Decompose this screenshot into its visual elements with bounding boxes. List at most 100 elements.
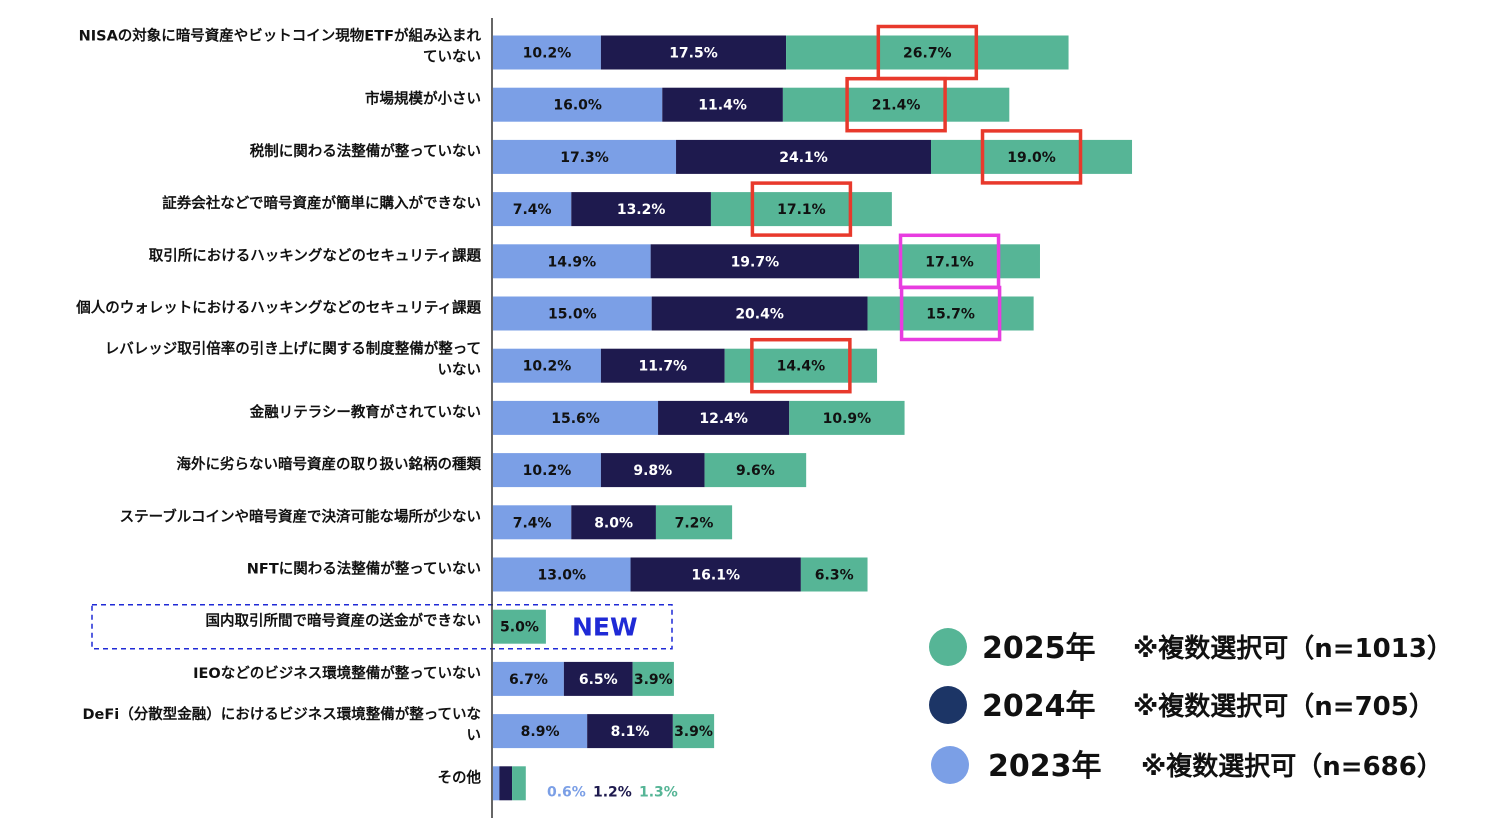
- highlight-box: [750, 337, 852, 394]
- bar-value-label: 9.8%: [633, 463, 672, 479]
- bar-value-label: 10.9%: [823, 411, 872, 427]
- bar-value-label: 16.0%: [553, 98, 602, 114]
- bar-segment: [493, 453, 601, 488]
- bar-segment: [571, 505, 656, 540]
- bar-segment: [493, 35, 601, 70]
- bar-value-label: 3.9%: [674, 724, 713, 740]
- category-label: 税制に関わる法整備が整っていない: [250, 142, 481, 160]
- legend-note-label: ※複数選択可（n=705）: [1133, 691, 1435, 722]
- bar-value-label: 24.1%: [779, 150, 828, 166]
- highlight-box: [750, 181, 853, 237]
- category-label-line: ていない: [423, 49, 481, 66]
- bar-segment: [931, 139, 1133, 174]
- category-label-line: DeFi（分散型金融）におけるビジネス環境整備が整っていな: [82, 705, 481, 723]
- bar-segment: [493, 139, 677, 174]
- bar-segment: [650, 244, 860, 279]
- bar-value-label: 20.4%: [735, 307, 784, 323]
- bar-value-label: 17.1%: [777, 202, 826, 218]
- legend-marker: [929, 686, 967, 724]
- bar-segment: [655, 505, 733, 540]
- highlight-box: [980, 129, 1083, 185]
- bar-value-label: 11.7%: [639, 359, 688, 375]
- bar-value-label: 15.7%: [926, 307, 975, 323]
- bar-segment: [587, 714, 673, 749]
- category-label: DeFi（分散型金融）におけるビジネス環境整備が整っていない: [82, 705, 481, 744]
- new-badge: NEW: [572, 613, 638, 642]
- bar-value-label: 11.4%: [698, 98, 747, 114]
- bar-segment: [630, 557, 801, 592]
- bar-value-label: 10.2%: [523, 463, 572, 479]
- bar-value-label: 10.2%: [523, 359, 572, 375]
- bar-segment: [672, 714, 715, 749]
- category-label: その他: [438, 768, 482, 786]
- category-label: 市場規模が小さい: [365, 90, 481, 108]
- legend: 2025年 ※複数選択可（n=1013） 2024年 ※複数選択可（n=705） 202…: [929, 628, 1453, 784]
- bar-segment: [782, 87, 1010, 122]
- bar-value-label: 17.3%: [560, 150, 609, 166]
- bar-segment: [493, 87, 663, 122]
- bar-segment: [493, 505, 572, 540]
- bar-segment: [632, 661, 674, 696]
- bar-segment: [600, 35, 787, 70]
- category-label-line: レバレッジ取引倍率の引き上げに関する制度整備が整って: [105, 340, 481, 358]
- bar-segment: [676, 139, 932, 174]
- category-label: 証券会社などで暗号資産が簡単に購入ができない: [162, 194, 481, 212]
- bar-segment: [704, 453, 807, 488]
- category-label: 海外に劣らない暗号資産の取り扱い銘柄の種類: [177, 455, 482, 473]
- bar-value-label: 15.0%: [548, 307, 597, 323]
- bar-value-label: 17.5%: [669, 46, 718, 62]
- bar-group: [493, 35, 1133, 801]
- bar-segment: [786, 35, 1069, 70]
- legend-note-label: ※複数選択可（n=686）: [1141, 751, 1443, 782]
- category-label: 金融リテラシー教育がされていない: [249, 403, 481, 421]
- other-value-label: 1.2%: [593, 784, 632, 800]
- bar-value-label: 10.2%: [523, 46, 572, 62]
- bar-segment: [867, 296, 1034, 331]
- bar-segment: [493, 192, 572, 227]
- bar-segment: [493, 557, 631, 592]
- legend-marker: [931, 746, 969, 784]
- bar-value-label: 16.1%: [691, 568, 740, 584]
- category-label: 国内取引所間で暗号資産の送金ができない: [206, 612, 482, 630]
- legend-year-label: 2023年: [988, 749, 1102, 784]
- category-label: 取引所におけるハッキングなどのセキュリティ課題: [149, 246, 482, 264]
- bar-segment: [499, 766, 513, 801]
- category-label: レバレッジ取引倍率の引き上げに関する制度整備が整っていない: [105, 340, 481, 379]
- category-label: ステーブルコインや暗号資産で決済可能な場所が少ない: [120, 507, 481, 525]
- bar-value-label: 12.4%: [699, 411, 748, 427]
- bar-segment: [493, 244, 651, 279]
- bar-segment: [493, 609, 546, 644]
- category-label: 個人のウォレットにおけるハッキングなどのセキュリティ課題: [75, 299, 481, 317]
- bar-segment: [600, 453, 705, 488]
- bar-segment: [800, 557, 868, 592]
- bar-value-label: 14.4%: [777, 359, 826, 375]
- bar-value-label: 8.0%: [594, 515, 633, 531]
- bar-value-label: 6.5%: [579, 672, 618, 688]
- bar-segment: [658, 400, 790, 435]
- bar-value-label: 13.2%: [617, 202, 666, 218]
- bar-value-label: 5.0%: [500, 620, 539, 636]
- bar-value-label: 13.0%: [537, 568, 586, 584]
- legend-marker: [929, 628, 967, 666]
- bar-value-label: 6.3%: [815, 568, 854, 584]
- new-item-box: [91, 603, 673, 650]
- bar-segment: [493, 714, 588, 749]
- bar-segment: [493, 296, 652, 331]
- bar-value-label: 15.6%: [551, 411, 600, 427]
- bar-segment: [493, 400, 659, 435]
- bar-segment: [651, 296, 868, 331]
- bar-value-label: 7.2%: [675, 515, 714, 531]
- bar-segment: [662, 87, 783, 122]
- legend-note-label: ※複数選択可（n=1013）: [1133, 633, 1453, 664]
- legend-year-label: 2024年: [982, 689, 1096, 724]
- bar-segment: [493, 348, 601, 383]
- bar-segment: [710, 192, 892, 227]
- bar-value-label: 7.4%: [513, 515, 552, 531]
- bar-value-label: 8.9%: [521, 724, 560, 740]
- bar-value-label: 19.0%: [1007, 150, 1056, 166]
- bar-segment: [789, 400, 905, 435]
- bar-segment: [493, 766, 500, 801]
- bar-value-label: 19.7%: [731, 254, 780, 270]
- bar-value-label: 26.7%: [903, 46, 952, 62]
